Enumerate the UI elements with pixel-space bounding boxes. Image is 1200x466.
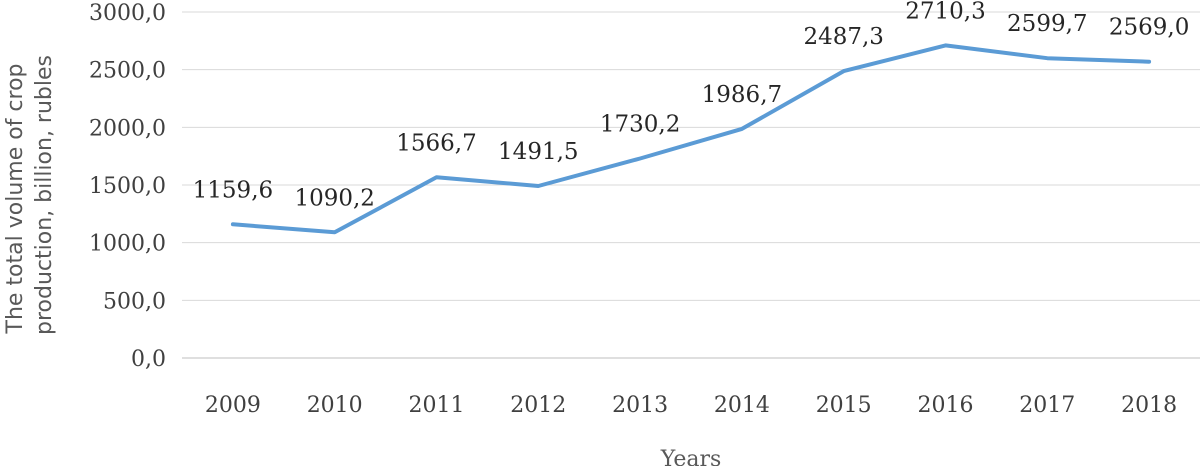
x-tick-label: 2015 (816, 393, 872, 418)
y-axis-title: The total volume of crop production, bil… (3, 55, 57, 335)
x-tick-labels: 2009 2010 2011 2012 2013 2014 2015 2016 2017 2018 (205, 393, 1177, 418)
data-label: 1730,2 (600, 111, 680, 137)
series-line (230, 43, 1152, 235)
y-tick-label: 0,0 (131, 347, 166, 372)
y-tick-label: 3000,0 (89, 1, 166, 26)
series (230, 43, 1152, 235)
x-tick-label: 2009 (205, 393, 261, 418)
x-tick-label: 2016 (918, 393, 974, 418)
x-tick-label: 2010 (307, 393, 363, 418)
x-tick-label: 2013 (612, 393, 668, 418)
x-tick-label: 2011 (409, 393, 465, 418)
y-tick-label: 2500,0 (89, 59, 166, 84)
data-label: 1159,6 (193, 177, 273, 203)
y-tick-label: 2000,0 (89, 116, 166, 141)
data-label: 1491,5 (498, 139, 578, 165)
data-labels: 1159,6 1090,2 1566,7 1491,5 1730,2 1986,7 2487… (193, 0, 1190, 211)
data-label: 2710,3 (905, 0, 985, 24)
data-label: 1566,7 (396, 130, 476, 156)
x-tick-label: 2017 (1019, 393, 1075, 418)
y-axis-title-line-2: production, billion, rubles (32, 55, 57, 335)
x-tick-label: 2014 (714, 393, 770, 418)
x-axis-title: Years (660, 447, 722, 466)
data-label: 2599,7 (1007, 11, 1087, 37)
data-label: 2569,0 (1109, 15, 1189, 41)
y-axis-title-line-1: The total volume of crop (3, 64, 28, 335)
x-tick-label: 2012 (510, 393, 566, 418)
gridlines (182, 11, 1200, 301)
data-label: 2487,3 (803, 24, 883, 50)
x-tick-label: 2018 (1121, 393, 1177, 418)
y-tick-label: 1500,0 (89, 174, 166, 199)
data-label: 1090,2 (294, 185, 374, 211)
y-tick-labels: 0,0 500,0 1000,0 1500,0 2000,0 2500,0 3000,0 (89, 1, 166, 372)
y-tick-label: 1000,0 (89, 232, 166, 257)
y-tick-label: 500,0 (103, 289, 166, 314)
data-label: 1986,7 (702, 82, 782, 108)
